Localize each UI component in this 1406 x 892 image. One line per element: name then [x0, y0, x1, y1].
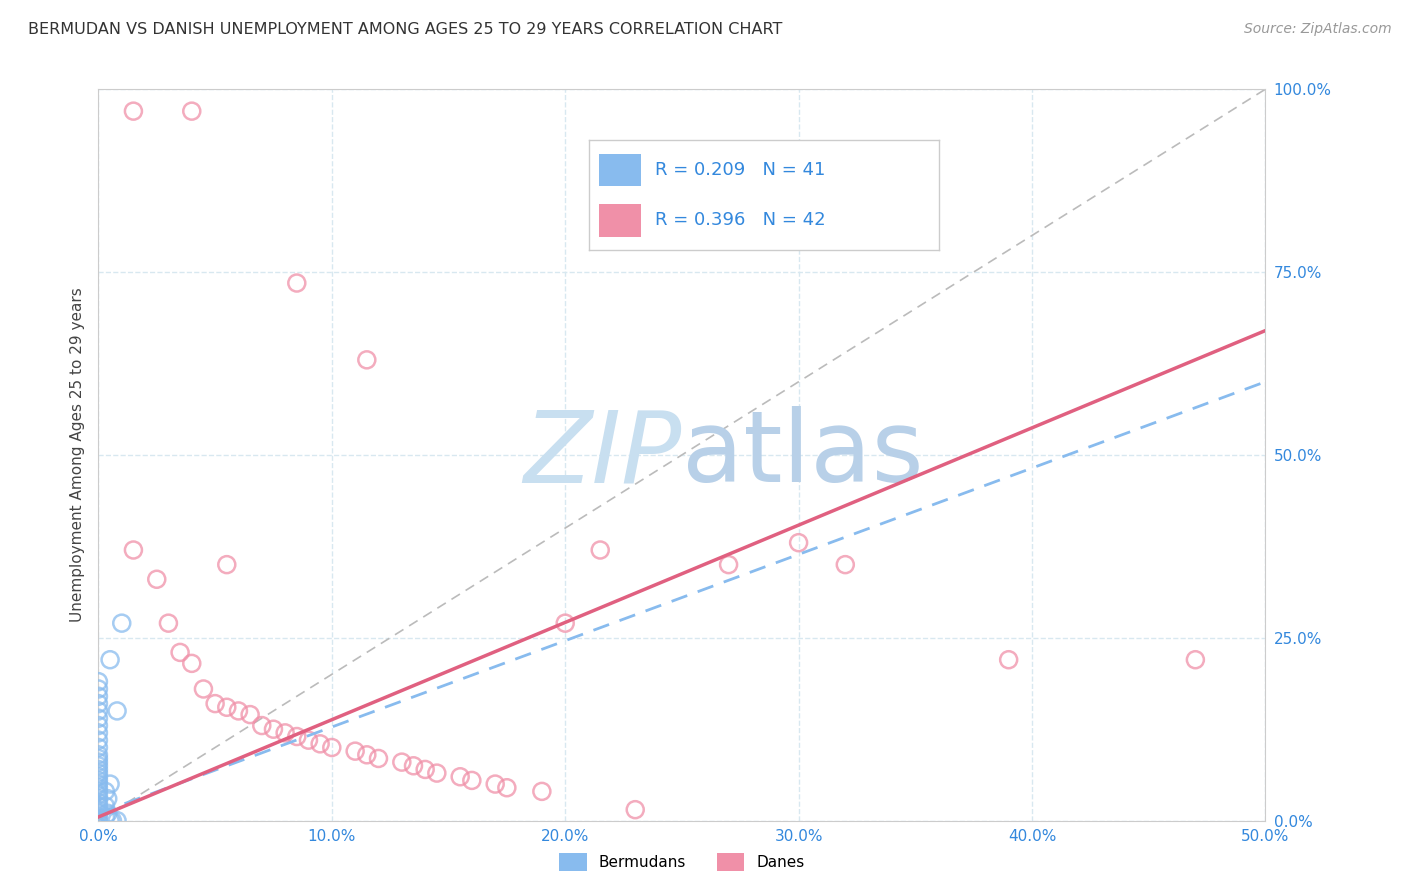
Point: [787, 535, 810, 549]
Bar: [599, 204, 641, 237]
Text: Source: ZipAtlas.com: Source: ZipAtlas.com: [1244, 22, 1392, 37]
Text: R = 0.396   N = 42: R = 0.396 N = 42: [655, 211, 825, 229]
Point: [87, 726, 110, 740]
Point: [449, 770, 471, 784]
Point: [262, 723, 284, 737]
Point: [554, 616, 576, 631]
Point: [105, 814, 128, 828]
Legend: Bermudans, Danes: Bermudans, Danes: [551, 845, 813, 879]
Point: [274, 726, 297, 740]
Point: [356, 747, 378, 762]
Point: [717, 558, 740, 572]
Point: [87, 766, 110, 780]
Point: [180, 104, 202, 119]
Point: [530, 784, 553, 798]
Point: [87, 755, 110, 769]
Point: [997, 653, 1019, 667]
Point: [239, 707, 262, 722]
Point: [87, 784, 110, 798]
Point: [87, 814, 110, 828]
Point: [94, 784, 117, 798]
Point: [87, 777, 110, 791]
Point: [87, 681, 110, 696]
Point: [356, 352, 378, 367]
Point: [87, 733, 110, 747]
Point: [215, 558, 238, 572]
Point: [180, 657, 202, 671]
Point: [285, 730, 308, 744]
Point: [87, 773, 110, 788]
Point: [87, 740, 110, 755]
Bar: [599, 153, 641, 186]
Point: [589, 543, 612, 558]
Point: [87, 758, 110, 772]
Point: [413, 763, 436, 777]
Point: [87, 810, 110, 824]
Point: [204, 697, 226, 711]
Point: [834, 558, 856, 572]
Point: [98, 653, 121, 667]
Text: BERMUDAN VS DANISH UNEMPLOYMENT AMONG AGES 25 TO 29 YEARS CORRELATION CHART: BERMUDAN VS DANISH UNEMPLOYMENT AMONG AG…: [28, 22, 783, 37]
Point: [87, 697, 110, 711]
Point: [624, 803, 647, 817]
Point: [426, 766, 449, 780]
Point: [87, 791, 110, 805]
Point: [87, 788, 110, 802]
Point: [193, 681, 215, 696]
Point: [391, 755, 413, 769]
Point: [285, 276, 308, 290]
Point: [105, 704, 128, 718]
Point: [215, 700, 238, 714]
Point: [309, 737, 332, 751]
Point: [87, 803, 110, 817]
Point: [94, 810, 117, 824]
Point: [87, 806, 110, 821]
Point: [250, 718, 273, 732]
Point: [87, 763, 110, 777]
Point: [367, 751, 389, 765]
Point: [94, 799, 117, 814]
Point: [87, 770, 110, 784]
Point: [1184, 653, 1206, 667]
Point: [101, 814, 124, 828]
Point: [87, 690, 110, 704]
Point: [87, 751, 110, 765]
Point: [297, 733, 319, 747]
Point: [87, 718, 110, 732]
Point: [87, 747, 110, 762]
Point: [321, 740, 343, 755]
Point: [97, 791, 120, 805]
Point: [146, 572, 169, 586]
Y-axis label: Unemployment Among Ages 25 to 29 years: Unemployment Among Ages 25 to 29 years: [69, 287, 84, 623]
Point: [98, 777, 121, 791]
Point: [97, 806, 120, 821]
Text: ZIP: ZIP: [523, 407, 682, 503]
Point: [87, 674, 110, 689]
Text: R = 0.209   N = 41: R = 0.209 N = 41: [655, 161, 825, 179]
Text: atlas: atlas: [682, 407, 924, 503]
Point: [98, 814, 121, 828]
Point: [122, 104, 145, 119]
Point: [87, 704, 110, 718]
Point: [157, 616, 180, 631]
Point: [484, 777, 506, 791]
Point: [87, 796, 110, 810]
Point: [169, 645, 191, 659]
Point: [402, 758, 425, 772]
Point: [344, 744, 367, 758]
Point: [87, 799, 110, 814]
Point: [111, 616, 134, 631]
Point: [495, 780, 517, 795]
Point: [87, 711, 110, 725]
Point: [122, 543, 145, 558]
Point: [87, 780, 110, 795]
Point: [228, 704, 250, 718]
Point: [461, 773, 484, 788]
